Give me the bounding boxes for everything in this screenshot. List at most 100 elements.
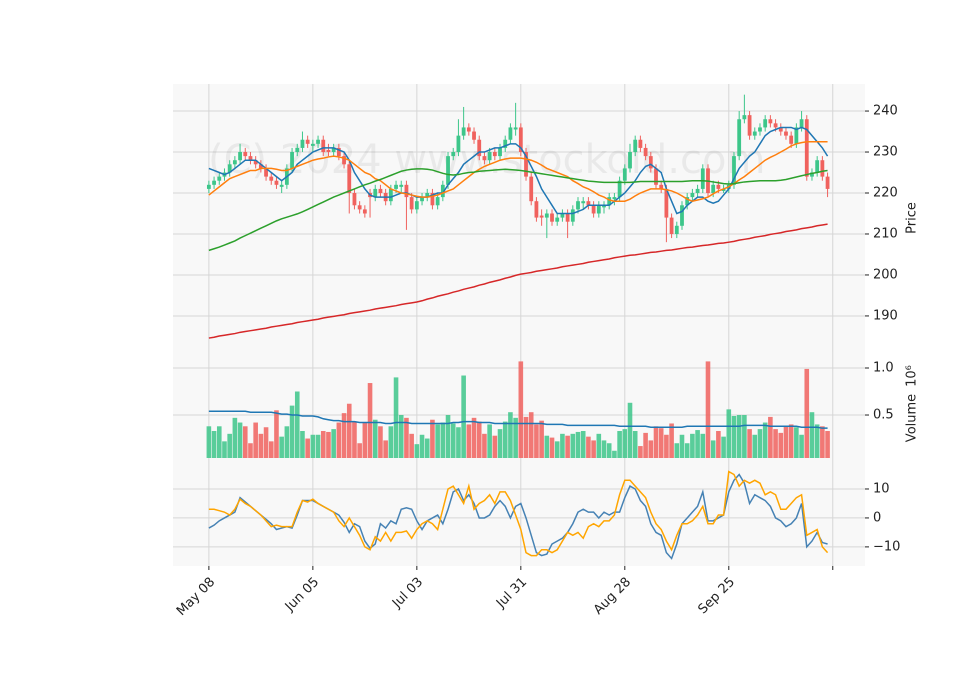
candle-body <box>685 197 690 206</box>
candle-body <box>794 127 799 144</box>
candle-body <box>238 152 242 161</box>
volume-bar <box>736 415 742 458</box>
candle-body <box>295 147 300 153</box>
volume-bar <box>206 426 212 458</box>
volume-bar <box>513 417 518 458</box>
candle-body <box>243 152 248 157</box>
volume-bar <box>502 421 508 458</box>
volume-bar <box>721 436 726 458</box>
volume-bar <box>482 433 487 458</box>
candle-body <box>503 139 508 148</box>
candle-body <box>513 127 518 130</box>
volume-bar <box>409 433 414 458</box>
volume-bar <box>461 375 466 458</box>
volume-bar <box>435 424 440 458</box>
panel-background <box>173 84 865 352</box>
candle-body <box>274 180 279 185</box>
candle-body <box>732 156 736 185</box>
volume-bar <box>508 412 513 458</box>
y-tick-label: 1.0 <box>873 360 894 375</box>
candle-body <box>362 209 367 214</box>
candle-body <box>336 147 341 157</box>
volume-bar <box>227 433 232 458</box>
volume-bar <box>248 443 253 458</box>
y-tick-label: 190 <box>873 308 898 323</box>
candle-body <box>544 213 549 218</box>
volume-bar <box>300 431 305 458</box>
volume-bar <box>684 443 690 458</box>
candle-body <box>357 205 362 210</box>
line-series <box>208 126 829 215</box>
volume-bar <box>222 441 227 458</box>
volume-bar <box>341 413 347 458</box>
volume-bar <box>799 434 804 458</box>
candle-body <box>466 127 471 132</box>
volume-bar <box>757 429 763 458</box>
candle-body <box>789 135 794 144</box>
volume-bar <box>534 424 539 458</box>
volume-bar <box>710 440 716 458</box>
volume-bar <box>430 419 435 458</box>
volume-bar <box>289 405 295 458</box>
candle-body <box>695 188 700 194</box>
candle-body <box>492 152 497 157</box>
candle-body <box>820 160 825 177</box>
volume-bar <box>528 412 534 458</box>
volume-bar <box>492 435 498 458</box>
volume-bar <box>809 412 815 458</box>
candle-body <box>810 172 814 177</box>
candle-body <box>430 193 435 206</box>
candle-body <box>420 197 424 202</box>
candle-body <box>643 147 648 157</box>
volume-bar <box>596 433 602 458</box>
candle-body <box>326 149 331 153</box>
candle-body <box>388 188 393 202</box>
candle-body <box>659 184 664 189</box>
volume-bar <box>258 433 264 458</box>
volume-bar <box>778 432 784 458</box>
candle-body <box>456 135 461 153</box>
candle-body <box>425 193 430 198</box>
y-tick-label: −10 <box>873 539 900 554</box>
candle-body <box>721 188 726 191</box>
candle-body <box>529 176 534 202</box>
candle-body <box>310 143 315 146</box>
y-tick-label: 200 <box>873 267 898 282</box>
volume-bar <box>601 440 607 458</box>
volume-bar <box>539 420 544 458</box>
candle-body <box>300 139 305 148</box>
volume-bar <box>320 431 326 458</box>
candle-body <box>534 201 539 218</box>
volume-bar <box>398 415 404 458</box>
line-series <box>208 470 829 557</box>
volume-bar <box>747 429 752 458</box>
volume-bar <box>476 421 482 458</box>
volume-bar <box>606 443 612 458</box>
volume-bar <box>456 427 461 458</box>
volume-bar <box>820 426 825 458</box>
volume-bar <box>554 441 560 458</box>
y-tick-label: 0 <box>873 510 881 525</box>
volume-bar <box>674 443 680 458</box>
volume-bar <box>274 410 279 458</box>
volume-bar <box>466 424 472 458</box>
candle-body <box>648 156 653 169</box>
volume-bar <box>232 417 238 458</box>
candle-body <box>747 115 752 136</box>
volume-bar <box>242 426 248 458</box>
volume-bar <box>591 440 596 458</box>
volume-bar <box>497 429 503 458</box>
candle-body <box>269 176 274 181</box>
volume-bar <box>352 421 357 458</box>
volume-bar <box>346 403 352 458</box>
candle-body <box>331 147 336 153</box>
y-axis-label: Volume <box>905 394 920 442</box>
candle-body <box>690 193 695 198</box>
candle-body <box>446 156 450 185</box>
candle-body <box>700 168 705 189</box>
candle-body <box>539 215 544 218</box>
volume-bar <box>627 402 633 458</box>
volume-bar <box>788 424 794 458</box>
candle-body <box>440 184 445 198</box>
candle-body <box>279 184 284 187</box>
